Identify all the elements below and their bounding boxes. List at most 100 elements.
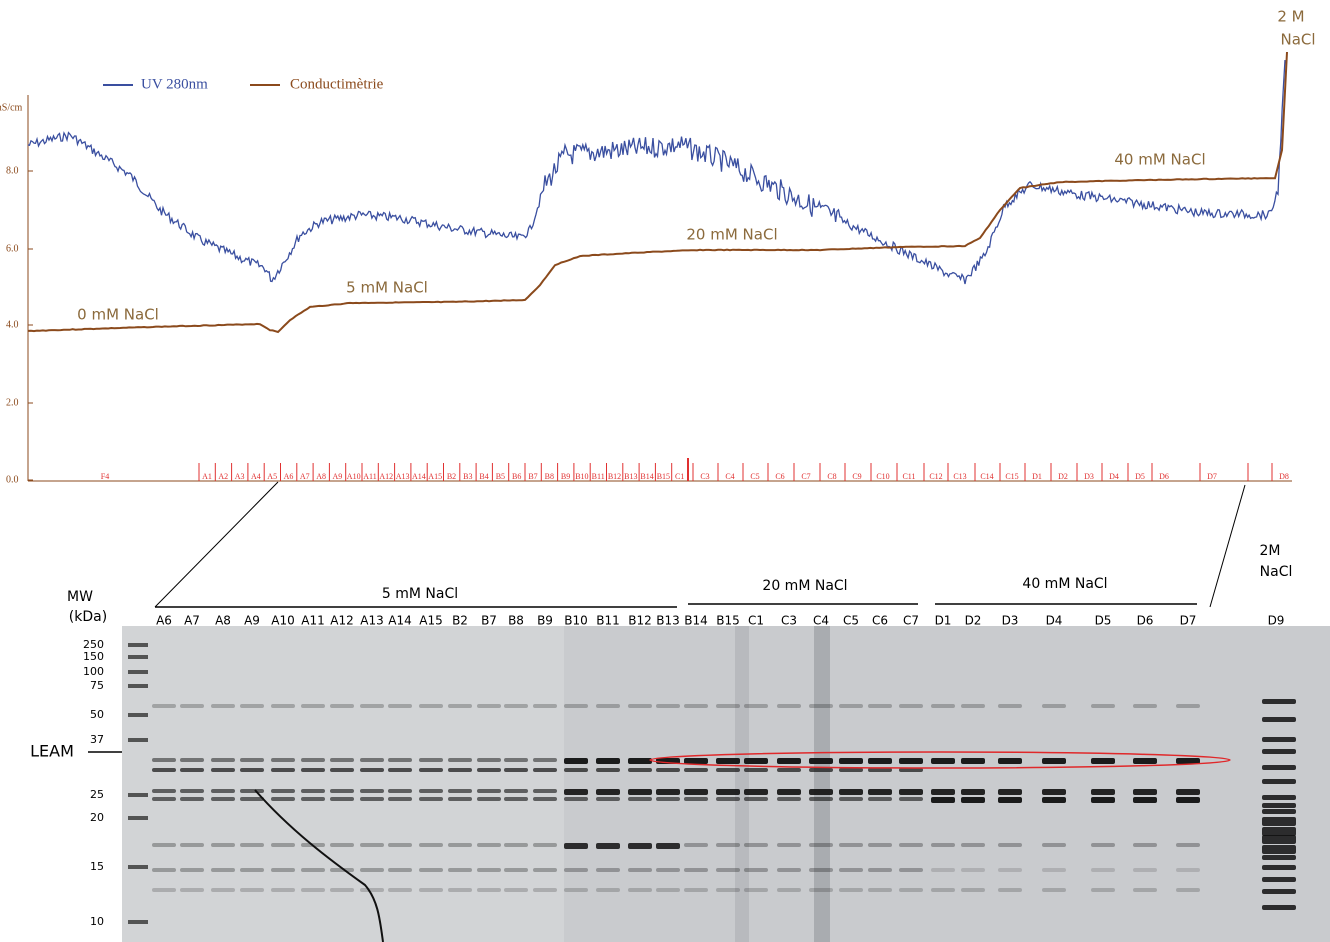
gel-band bbox=[931, 868, 955, 872]
gel-band bbox=[899, 797, 923, 801]
gel-band bbox=[656, 768, 680, 772]
gel-band bbox=[1133, 758, 1157, 764]
gel-band bbox=[504, 797, 528, 801]
uv-trace bbox=[27, 59, 1286, 285]
lane-label: D4 bbox=[1046, 614, 1063, 628]
gel-band bbox=[152, 789, 176, 793]
gel-band bbox=[152, 768, 176, 772]
marker-label: 150 bbox=[83, 650, 104, 663]
gel-band bbox=[240, 758, 264, 762]
fraction-label: C5 bbox=[750, 472, 759, 481]
lane-label: B8 bbox=[508, 614, 524, 628]
gel-band bbox=[211, 888, 235, 892]
lane-label: A6 bbox=[156, 614, 172, 628]
lane-label: B14 bbox=[684, 614, 708, 628]
legend-label: Conductimètrie bbox=[290, 76, 384, 92]
gel-band bbox=[839, 704, 863, 708]
gel-band bbox=[504, 789, 528, 793]
gel-band bbox=[448, 868, 472, 872]
gel-band bbox=[596, 843, 620, 849]
gel-band bbox=[301, 888, 325, 892]
gel-band bbox=[240, 868, 264, 872]
fraction-label: B14 bbox=[640, 472, 653, 481]
gel-band bbox=[564, 704, 588, 708]
gel-band bbox=[419, 768, 443, 772]
gel-band bbox=[596, 797, 620, 801]
gel-band bbox=[998, 789, 1022, 795]
gel-band bbox=[330, 888, 354, 892]
gel-band bbox=[180, 789, 204, 793]
gel-band bbox=[628, 843, 652, 849]
fraction-label: D7 bbox=[1207, 472, 1217, 481]
gel-band bbox=[1262, 827, 1296, 836]
gel-band bbox=[839, 768, 863, 772]
fraction-label: A4 bbox=[251, 472, 261, 481]
gel-band bbox=[564, 768, 588, 772]
gel-band bbox=[744, 758, 768, 764]
fraction-label: C11 bbox=[902, 472, 915, 481]
gel-band bbox=[628, 888, 652, 892]
lane-label: A9 bbox=[244, 614, 260, 628]
fraction-label: F4 bbox=[101, 472, 109, 481]
y-tick-label: 2.0 bbox=[6, 397, 19, 408]
connector bbox=[1209, 484, 1246, 608]
gel-band bbox=[152, 888, 176, 892]
fraction-label: C4 bbox=[725, 472, 734, 481]
lane-label: A15 bbox=[419, 614, 442, 628]
annotation: 2 M bbox=[1277, 8, 1304, 26]
gel-band bbox=[716, 758, 740, 764]
lane-label: A12 bbox=[330, 614, 353, 628]
fraction-label: C7 bbox=[801, 472, 810, 481]
gel-band bbox=[330, 768, 354, 772]
gel-band bbox=[899, 789, 923, 795]
gel-band bbox=[628, 768, 652, 772]
gel-band bbox=[301, 704, 325, 708]
gel-band bbox=[684, 758, 708, 764]
conductivity-trace bbox=[27, 51, 1288, 334]
fraction-label: A3 bbox=[235, 472, 245, 481]
gel-band bbox=[899, 768, 923, 772]
gel-band bbox=[716, 789, 740, 795]
gel-band bbox=[504, 868, 528, 872]
gel-band bbox=[388, 789, 412, 793]
gel-band bbox=[777, 888, 801, 892]
marker-band bbox=[128, 643, 148, 647]
gel-band bbox=[533, 868, 557, 872]
marker-band bbox=[128, 713, 148, 717]
lane-label: A10 bbox=[271, 614, 294, 628]
gel-band bbox=[931, 704, 955, 708]
gel-band bbox=[1176, 868, 1200, 872]
gel-band bbox=[419, 888, 443, 892]
gel-band bbox=[360, 868, 384, 872]
gel-band bbox=[839, 868, 863, 872]
gel-band bbox=[1262, 877, 1296, 882]
gel-band bbox=[1262, 699, 1296, 704]
gel-band bbox=[240, 768, 264, 772]
gel-band bbox=[839, 758, 863, 764]
gel-band bbox=[301, 758, 325, 762]
gel-band bbox=[1091, 789, 1115, 795]
gel-band bbox=[931, 888, 955, 892]
annotation: 40 mM NaCl bbox=[1114, 151, 1205, 169]
gel-band bbox=[388, 888, 412, 892]
gel-band bbox=[628, 789, 652, 795]
marker-band bbox=[128, 865, 148, 869]
gel-band bbox=[809, 868, 833, 872]
gel-band bbox=[448, 704, 472, 708]
gel-band bbox=[899, 868, 923, 872]
gel-band bbox=[180, 843, 204, 847]
gel-band bbox=[596, 758, 620, 764]
gel-band bbox=[931, 789, 955, 795]
gel-band bbox=[868, 888, 892, 892]
group-label: 5 mM NaCl bbox=[382, 586, 458, 602]
fraction-label: B13 bbox=[624, 472, 637, 481]
gel-band bbox=[899, 758, 923, 764]
y-tick-label: 6.0 bbox=[6, 243, 19, 254]
gel-band bbox=[448, 768, 472, 772]
gel-band bbox=[684, 868, 708, 872]
gel-band bbox=[271, 704, 295, 708]
gel-band bbox=[1176, 797, 1200, 803]
gel-band bbox=[448, 758, 472, 762]
fraction-label: C15 bbox=[1005, 472, 1018, 481]
gel-band bbox=[1262, 865, 1296, 870]
